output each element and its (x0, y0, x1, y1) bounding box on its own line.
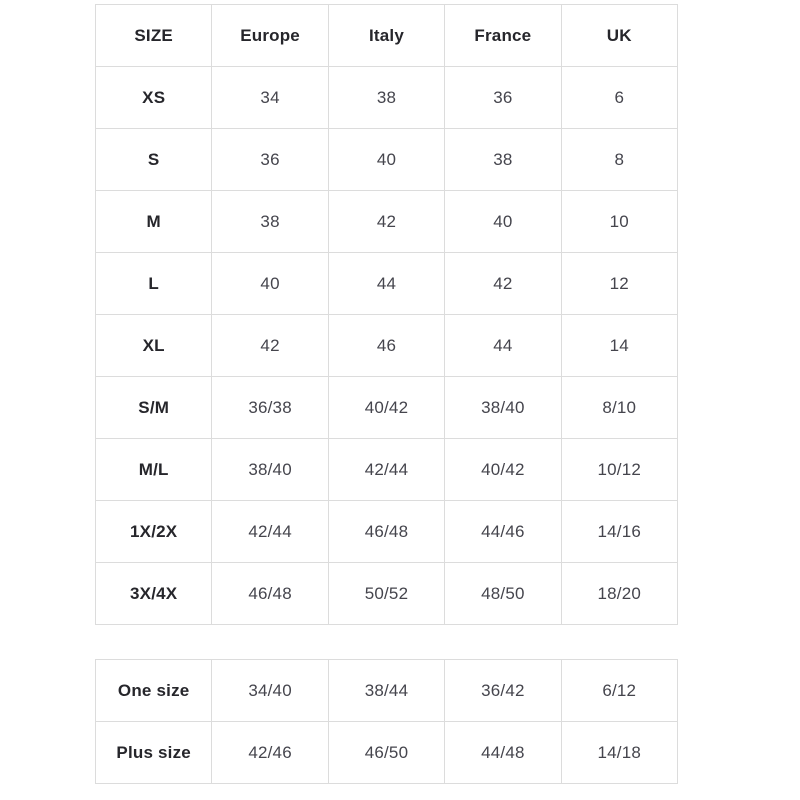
value-cell: 44/46 (444, 500, 562, 563)
value-cell: 40/42 (444, 438, 562, 501)
value-cell: 38 (327, 66, 446, 129)
table-row: 1X/2X 42/44 46/48 44/46 14/16 (94, 500, 679, 563)
value-cell: 38/40 (211, 438, 329, 501)
size-label-cell: 3X/4X (94, 562, 213, 625)
value-cell: 42/44 (211, 500, 329, 563)
value-cell: 34/40 (211, 659, 329, 722)
value-cell: 38/44 (327, 659, 446, 722)
value-cell: 44 (327, 252, 446, 315)
column-header-europe: Europe (211, 4, 329, 67)
value-cell: 36 (211, 128, 329, 191)
value-cell: 50/52 (327, 562, 446, 625)
size-chart: SIZE Europe Italy France UK XS 34 38 36 6 S 36 40 38 8… (94, 4, 679, 784)
table-row: XL 42 46 44 14 (94, 314, 679, 377)
column-header-size: SIZE (94, 4, 213, 67)
table-row: Plus size 42/46 46/50 44/48 14/18 (94, 721, 679, 784)
table-row: S 36 40 38 8 (94, 128, 679, 191)
value-cell: 42 (211, 314, 329, 377)
value-cell: 44/48 (444, 721, 562, 784)
size-label-cell: L (94, 252, 213, 315)
table-row: L 40 44 42 12 (94, 252, 679, 315)
size-label-cell: M (94, 190, 213, 253)
size-label-cell: Plus size (94, 721, 213, 784)
value-cell: 38 (211, 190, 329, 253)
value-cell: 14/18 (560, 721, 679, 784)
value-cell: 42 (444, 252, 562, 315)
value-cell: 36 (444, 66, 562, 129)
value-cell: 46/50 (327, 721, 446, 784)
column-header-france: France (444, 4, 562, 67)
size-label-cell: XL (94, 314, 213, 377)
value-cell: 46 (327, 314, 446, 377)
value-cell: 6/12 (560, 659, 679, 722)
column-header-italy: Italy (327, 4, 446, 67)
table-row: M 38 42 40 10 (94, 190, 679, 253)
value-cell: 36/42 (444, 659, 562, 722)
special-sizes-table: One size 34/40 38/44 36/42 6/12 Plus size 42/4… (94, 659, 679, 784)
value-cell: 34 (211, 66, 329, 129)
value-cell: 14 (560, 314, 679, 377)
size-label-cell: One size (94, 659, 213, 722)
value-cell: 48/50 (444, 562, 562, 625)
value-cell: 42/44 (327, 438, 446, 501)
table-row: S/M 36/38 40/42 38/40 8/10 (94, 376, 679, 439)
value-cell: 40/42 (327, 376, 446, 439)
value-cell: 18/20 (560, 562, 679, 625)
value-cell: 42/46 (211, 721, 329, 784)
value-cell: 38 (444, 128, 562, 191)
value-cell: 44 (444, 314, 562, 377)
size-conversion-table: SIZE Europe Italy France UK XS 34 38 36 6 S 36 40 38 8… (94, 4, 679, 625)
header-row: SIZE Europe Italy France UK (94, 4, 679, 67)
value-cell: 6 (560, 66, 679, 129)
column-header-uk: UK (560, 4, 679, 67)
value-cell: 36/38 (211, 376, 329, 439)
value-cell: 42 (327, 190, 446, 253)
value-cell: 46/48 (327, 500, 446, 563)
value-cell: 40 (444, 190, 562, 253)
value-cell: 40 (211, 252, 329, 315)
size-label-cell: S (94, 128, 213, 191)
value-cell: 14/16 (560, 500, 679, 563)
value-cell: 40 (327, 128, 446, 191)
value-cell: 10 (560, 190, 679, 253)
value-cell: 12 (560, 252, 679, 315)
value-cell: 10/12 (560, 438, 679, 501)
table-row: XS 34 38 36 6 (94, 66, 679, 129)
size-label-cell: S/M (94, 376, 213, 439)
size-label-cell: 1X/2X (94, 500, 213, 563)
value-cell: 8 (560, 128, 679, 191)
size-label-cell: M/L (94, 438, 213, 501)
value-cell: 38/40 (444, 376, 562, 439)
size-label-cell: XS (94, 66, 213, 129)
table-row: One size 34/40 38/44 36/42 6/12 (94, 659, 679, 722)
table-row: M/L 38/40 42/44 40/42 10/12 (94, 438, 679, 501)
value-cell: 8/10 (560, 376, 679, 439)
value-cell: 46/48 (211, 562, 329, 625)
table-row: 3X/4X 46/48 50/52 48/50 18/20 (94, 562, 679, 625)
